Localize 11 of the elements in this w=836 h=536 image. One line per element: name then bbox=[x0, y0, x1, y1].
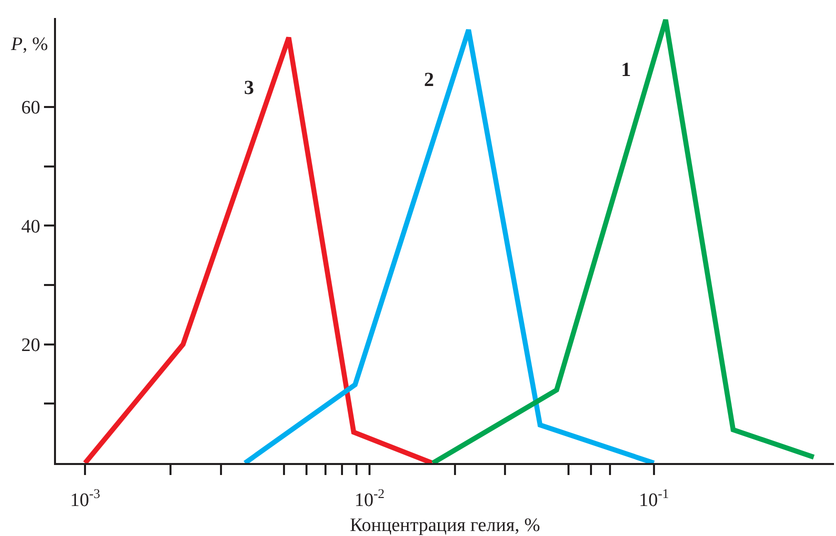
x-tick-label: 10$^{-2}$ bbox=[354, 486, 385, 511]
x-axis-title: Концентрация гелия, % bbox=[350, 515, 540, 536]
series-label: 1 bbox=[621, 59, 631, 81]
x-tick-label: 10$^{-1}$ bbox=[638, 486, 669, 511]
y-tick-label: 20 bbox=[21, 334, 40, 356]
series-label: 2 bbox=[424, 69, 434, 91]
series-label: 3 bbox=[244, 77, 254, 99]
y-tick-label: 40 bbox=[21, 216, 40, 238]
x-tick-label: 10$^{-3}$ bbox=[70, 486, 100, 511]
y-axis-title: P, % bbox=[10, 34, 48, 55]
y-tick-label: 60 bbox=[21, 98, 40, 119]
